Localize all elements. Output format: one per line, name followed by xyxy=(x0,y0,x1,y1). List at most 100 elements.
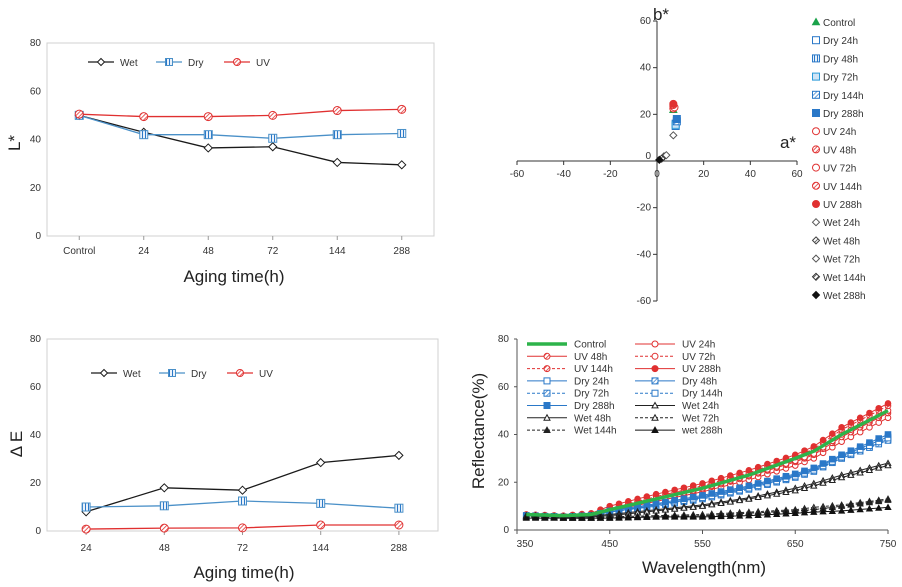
panel-L-xtick-label: 48 xyxy=(203,246,215,257)
panel-refl-point xyxy=(680,495,688,503)
panel-refl-legend-label: Dry 24h xyxy=(574,376,609,387)
panel-ab-legend-marker xyxy=(812,54,820,63)
panel-refl-point xyxy=(736,484,743,492)
panel-refl-point xyxy=(671,513,679,520)
panel-dE-point xyxy=(316,520,326,530)
panel-refl-series-line xyxy=(526,409,889,518)
panel-refl-point xyxy=(624,513,632,521)
panel-ab-xtick-label: -60 xyxy=(510,169,525,180)
panel-refl-xlabel: Wavelength(nm) xyxy=(642,558,766,577)
panel-L-ytick: 80 xyxy=(30,38,42,49)
panel-refl-point xyxy=(661,513,670,520)
panel-refl-point xyxy=(763,491,772,499)
panel-ab-legend-marker xyxy=(811,217,821,227)
panel-refl-point xyxy=(727,486,734,493)
panel-refl-point xyxy=(875,497,883,505)
panel-ab-xtick-label: -20 xyxy=(603,169,618,180)
panel-refl-legend-label: UV 288h xyxy=(682,364,721,375)
panel-refl-point xyxy=(810,482,818,489)
panel-refl-legend-marker xyxy=(651,352,659,360)
panel-ab-point xyxy=(669,131,678,140)
panel-dE-xtick-label: 144 xyxy=(312,543,329,554)
panel-L-legend-label: Dry xyxy=(188,58,204,69)
panel-refl-point xyxy=(708,500,716,508)
panel-refl-point xyxy=(856,505,864,513)
panel-ab-xtick-label: 20 xyxy=(698,169,710,180)
panel-refl-point xyxy=(662,488,669,496)
panel-ab-legend-label: UV 144h xyxy=(823,182,862,193)
panel-dE-ytick: 20 xyxy=(30,478,42,489)
panel-refl-point xyxy=(884,400,892,407)
panel-ab-legend-marker xyxy=(812,90,820,99)
panel-L-legend-label: UV xyxy=(256,58,270,69)
panel-refl-point xyxy=(782,472,790,480)
panel-L-ytick: 0 xyxy=(35,231,41,242)
panel-refl-xtick-label: 550 xyxy=(694,539,711,550)
panel-dE-legend-marker xyxy=(168,369,176,377)
panel-L-point xyxy=(139,130,149,140)
panel-refl-point xyxy=(800,484,809,491)
panel-L-legend-marker xyxy=(96,57,106,67)
panel-refl-point xyxy=(569,514,577,521)
panel-refl-point xyxy=(847,471,855,478)
panel-refl-point xyxy=(856,443,864,450)
panel-refl-point xyxy=(522,514,530,521)
panel-dE-ytick: 40 xyxy=(30,430,42,441)
panel-refl-legend-marker xyxy=(651,365,659,373)
panel-refl-point xyxy=(828,476,836,484)
panel-refl-point xyxy=(698,502,707,509)
panel-refl-point xyxy=(615,513,623,521)
panel-refl-legend-label: Dry 48h xyxy=(682,376,717,387)
panel-L-ytick: 20 xyxy=(30,183,42,194)
panel-refl-point xyxy=(671,497,678,504)
panel-refl-point xyxy=(754,493,762,501)
panel-refl-legend-label: Wet 48h xyxy=(574,413,611,424)
panel-refl-point xyxy=(819,479,827,486)
panel-dE-xtick-label: 288 xyxy=(391,543,408,554)
panel-dE-ytick: 80 xyxy=(30,334,42,345)
panel-L-series-wet-line xyxy=(79,114,402,166)
panel-refl-point xyxy=(745,511,753,519)
panel-refl-point xyxy=(865,498,874,506)
panel-ab-point xyxy=(655,155,664,165)
panel-refl-point xyxy=(606,514,614,521)
panel-ab-ytick-label: 0 xyxy=(645,151,651,162)
panel-refl-point xyxy=(875,435,883,442)
panel-refl-legend-label: UV 72h xyxy=(682,352,715,363)
panel-refl-point xyxy=(773,510,781,517)
panel-ab-ytick-label: -20 xyxy=(637,203,652,214)
panel-refl-point xyxy=(717,488,725,495)
panel-refl-point xyxy=(875,464,883,471)
panel-refl-point xyxy=(838,451,845,459)
panel-refl-point xyxy=(847,419,855,426)
panel-refl-point xyxy=(856,499,864,507)
panel-ab-legend-label: Dry 144h xyxy=(823,91,864,102)
panel-ab-legend-label: Wet 72h xyxy=(823,255,860,266)
panel-refl-point xyxy=(745,467,753,474)
panel-L-ylabel: L* xyxy=(5,135,24,151)
panel-refl-point xyxy=(735,512,744,519)
panel-ab-legend-marker xyxy=(812,36,820,45)
panel-ab-point xyxy=(669,99,678,108)
panel-dE-legend-marker xyxy=(99,368,109,378)
panel-ab-legend-marker xyxy=(812,181,820,190)
panel-ab-legend-label: UV 72h xyxy=(823,164,856,175)
panel-ab-legend-label: Wet 48h xyxy=(823,236,860,247)
panel-dE-xtick-label: 24 xyxy=(81,543,93,554)
panel-dE-point xyxy=(238,523,247,533)
panel-refl-point xyxy=(652,513,660,520)
panel-refl-point xyxy=(698,513,707,520)
panel-ab-legend-label: Dry 288h xyxy=(823,109,864,120)
panel-ab-legend-marker xyxy=(812,163,820,172)
panel-refl-point xyxy=(587,514,595,521)
panel-dE-point xyxy=(81,502,91,512)
panel-ab-xlabel: a* xyxy=(780,133,796,152)
panel-dE-point xyxy=(159,483,170,493)
panel-refl-point xyxy=(884,503,892,511)
panel-ab-legend-marker xyxy=(811,290,821,300)
panel-refl-point xyxy=(866,409,873,417)
panel-ab-ytick-label: -60 xyxy=(637,296,652,307)
panel-refl-point xyxy=(754,511,762,518)
panel-ab-legend-label: Wet 24h xyxy=(823,218,860,229)
panel-ab-ytick-label: 60 xyxy=(640,16,652,27)
